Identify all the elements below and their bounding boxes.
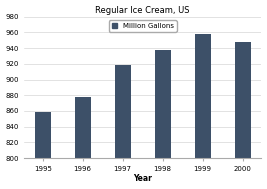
Bar: [115, 65, 131, 158]
Bar: [35, 112, 51, 158]
Bar: [195, 34, 211, 158]
Legend: Million Gallons: Million Gallons: [109, 20, 176, 32]
Title: Regular Ice Cream, US: Regular Ice Cream, US: [95, 5, 190, 15]
X-axis label: Year: Year: [133, 174, 152, 184]
Bar: [235, 42, 251, 158]
Bar: [155, 50, 171, 158]
Bar: [75, 97, 91, 158]
